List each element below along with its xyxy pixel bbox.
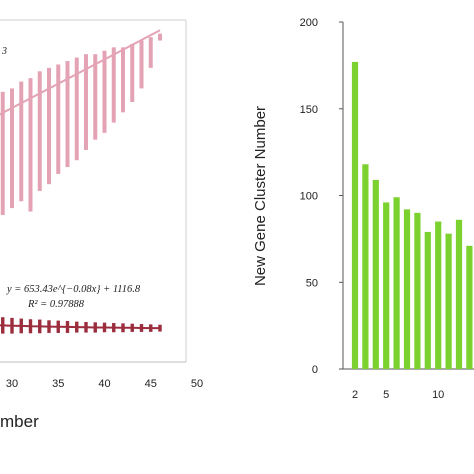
left-x-ticks: 30 35 40 45 50 — [6, 378, 203, 390]
right-x-tick-10: 10 — [432, 389, 444, 401]
bar-6 — [393, 197, 400, 369]
pan-genome-range-37 — [74, 57, 79, 161]
pan-genome-range-43 — [130, 43, 135, 103]
pan-genome-range-39 — [93, 54, 98, 140]
right-y-tick-50: 50 — [306, 277, 318, 289]
right-x-tick-2: 2 — [352, 389, 358, 401]
pan-genome-range-38 — [84, 54, 88, 150]
bar-4 — [372, 179, 379, 369]
bar-3 — [362, 164, 369, 369]
right-y-tick-150: 150 — [300, 104, 318, 116]
pan-genome-range-35 — [56, 64, 61, 174]
pan-genome-range-30 — [10, 88, 14, 209]
left-x-tick-30: 30 — [6, 378, 18, 390]
pan-genome-range-32 — [28, 78, 33, 212]
pan-genome-range-33 — [37, 71, 42, 191]
pan-genome-range-29 — [0, 91, 5, 215]
pan-genome-range-36 — [65, 61, 70, 168]
left-chart: 3 y = 653.43e^{−0.08x} + 1116.8 R² = 0.9… — [0, 19, 203, 431]
bar-7 — [403, 209, 411, 369]
pan-genome-range-44 — [139, 40, 144, 89]
pan-genome-range-31 — [19, 81, 24, 202]
pan-genome-range-34 — [47, 67, 51, 185]
left-data-marks — [0, 29, 162, 334]
bar-11 — [445, 233, 452, 369]
left-x-axis-label: mber — [0, 412, 39, 431]
right-y-tick-100: 100 — [300, 191, 318, 203]
pan-genome-range-40 — [102, 50, 107, 133]
left-x-tick-35: 35 — [52, 378, 64, 390]
bar-2 — [351, 61, 359, 370]
core-genome-fit-line — [0, 324, 160, 330]
bar-10 — [435, 221, 442, 369]
right-x-tick-5: 5 — [383, 389, 389, 401]
pan-genome-range-45 — [148, 37, 153, 68]
bar-5 — [383, 202, 390, 369]
left-x-tick-45: 45 — [145, 378, 157, 390]
left-corner-text: 3 — [1, 46, 7, 57]
bar-8 — [414, 212, 421, 369]
pan-genome-range-46 — [158, 33, 162, 41]
right-chart: 0 50 100 150 200 2 5 10 New Gene Cluster Numbe… — [252, 17, 474, 401]
core-fit-equation: y = 653.43e^{−0.08x} + 1116.8 — [6, 284, 141, 295]
right-y-axis-label: New Gene Cluster Number — [252, 106, 269, 286]
pan-genome-range-42 — [121, 47, 125, 113]
bar-13 — [466, 245, 473, 369]
pan-genome-fit-line — [0, 29, 161, 116]
right-bars — [351, 61, 473, 370]
core-fit-r2: R² = 0.97888 — [27, 299, 85, 310]
bar-9 — [424, 231, 431, 369]
right-y-tick-0: 0 — [312, 364, 318, 376]
pan-genome-range-41 — [111, 47, 116, 123]
left-x-tick-50: 50 — [191, 378, 203, 390]
bar-12 — [455, 219, 463, 369]
right-y-tick-200: 200 — [300, 17, 318, 29]
left-x-tick-40: 40 — [98, 378, 110, 390]
right-x-ticks: 2 5 10 — [352, 389, 444, 401]
right-y-ticks: 0 50 100 150 200 — [300, 17, 343, 376]
